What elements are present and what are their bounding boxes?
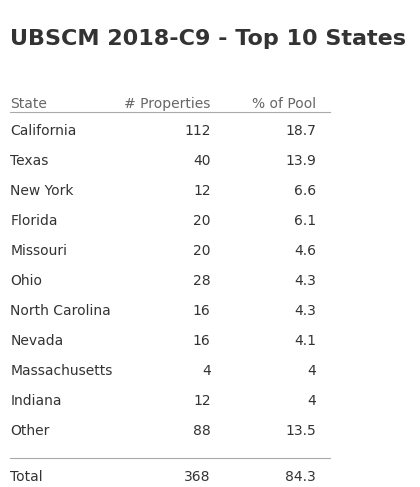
Text: 4.3: 4.3 xyxy=(294,274,316,288)
Text: Ohio: Ohio xyxy=(10,274,42,288)
Text: State: State xyxy=(10,97,47,111)
Text: # Properties: # Properties xyxy=(124,97,211,111)
Text: Other: Other xyxy=(10,424,50,438)
Text: 28: 28 xyxy=(193,274,211,288)
Text: 4: 4 xyxy=(307,394,316,408)
Text: 368: 368 xyxy=(184,470,211,484)
Text: 88: 88 xyxy=(193,424,211,438)
Text: 112: 112 xyxy=(184,124,211,138)
Text: 12: 12 xyxy=(193,184,211,198)
Text: 20: 20 xyxy=(193,214,211,228)
Text: UBSCM 2018-C9 - Top 10 States: UBSCM 2018-C9 - Top 10 States xyxy=(10,29,406,49)
Text: Massachusetts: Massachusetts xyxy=(10,364,113,378)
Text: 16: 16 xyxy=(193,334,211,348)
Text: 40: 40 xyxy=(193,154,211,168)
Text: Missouri: Missouri xyxy=(10,244,67,258)
Text: Nevada: Nevada xyxy=(10,334,63,348)
Text: % of Pool: % of Pool xyxy=(252,97,316,111)
Text: Indiana: Indiana xyxy=(10,394,62,408)
Text: 4: 4 xyxy=(202,364,211,378)
Text: 4.3: 4.3 xyxy=(294,304,316,318)
Text: 4: 4 xyxy=(307,364,316,378)
Text: 6.6: 6.6 xyxy=(294,184,316,198)
Text: 18.7: 18.7 xyxy=(285,124,316,138)
Text: 4.6: 4.6 xyxy=(294,244,316,258)
Text: 4.1: 4.1 xyxy=(294,334,316,348)
Text: 6.1: 6.1 xyxy=(294,214,316,228)
Text: 13.9: 13.9 xyxy=(285,154,316,168)
Text: 20: 20 xyxy=(193,244,211,258)
Text: 16: 16 xyxy=(193,304,211,318)
Text: 13.5: 13.5 xyxy=(285,424,316,438)
Text: New York: New York xyxy=(10,184,74,198)
Text: Total: Total xyxy=(10,470,43,484)
Text: Texas: Texas xyxy=(10,154,49,168)
Text: 84.3: 84.3 xyxy=(285,470,316,484)
Text: California: California xyxy=(10,124,76,138)
Text: Florida: Florida xyxy=(10,214,58,228)
Text: North Carolina: North Carolina xyxy=(10,304,111,318)
Text: 12: 12 xyxy=(193,394,211,408)
